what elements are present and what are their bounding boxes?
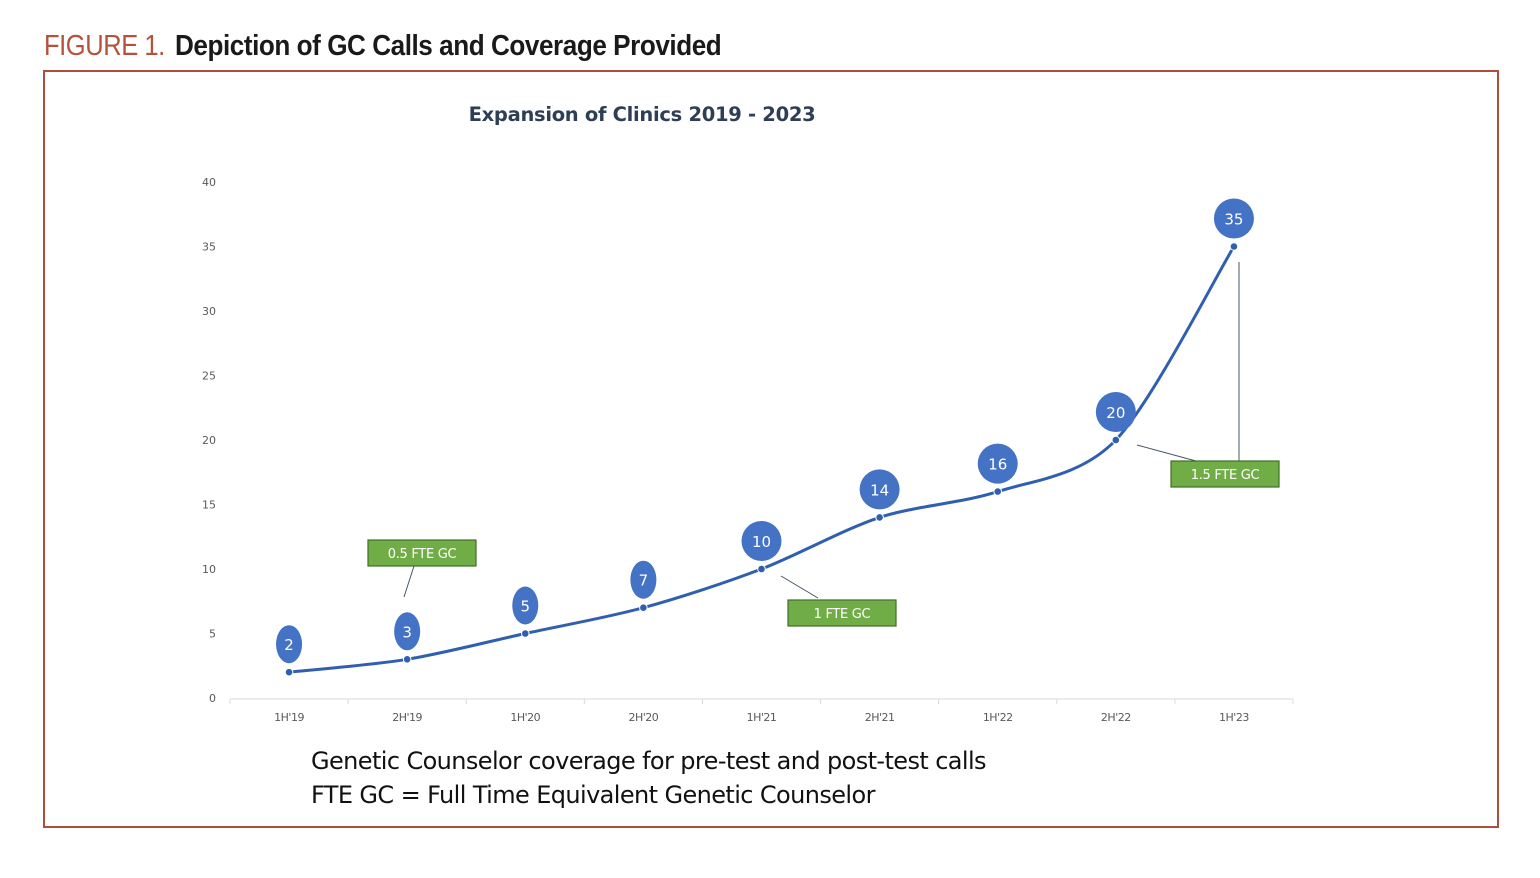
x-tick-label: 1H'22 (983, 711, 1013, 724)
data-label: 16 (977, 443, 1018, 484)
y-tick-label: 15 (202, 499, 216, 512)
callout-leader-line (1136, 444, 1197, 462)
data-label-bubble (741, 521, 782, 561)
data-label: 10 (741, 521, 782, 561)
y-tick-label: 20 (202, 434, 216, 447)
data-label: 20 (1095, 392, 1136, 432)
y-tick-label: 10 (202, 563, 216, 576)
callout-box (787, 599, 897, 627)
chart-title: Expansion of Clinics 2019 - 2023 (469, 103, 816, 126)
data-label-text: 16 (988, 456, 1007, 474)
callout: 1.5 FTE GC (1170, 460, 1280, 488)
data-point (402, 655, 412, 664)
y-tick-label: 35 (202, 241, 216, 254)
data-label: 3 (394, 612, 421, 651)
data-point (875, 513, 884, 522)
data-point (1111, 435, 1121, 445)
data-label-text: 14 (870, 481, 889, 499)
data-label-bubble (512, 586, 539, 625)
data-label-text: 7 (639, 572, 649, 590)
figure-title: Depiction of GC Calls and Coverage Provi… (174, 30, 722, 62)
x-tick-label: 1H'21 (747, 711, 777, 724)
y-tick-label: 40 (202, 176, 216, 189)
data-label: 7 (630, 560, 657, 599)
callout: 1 FTE GC (787, 599, 897, 627)
x-tick-label: 2H'20 (628, 711, 658, 724)
data-label-text: 10 (752, 533, 771, 551)
callout: 0.5 FTE GC (367, 539, 477, 567)
data-label-text: 20 (1106, 404, 1125, 422)
y-axis: 0 5 10 15 20 25 30 35 40 (202, 176, 216, 705)
x-tick-label: 1H'23 (1219, 711, 1249, 724)
data-label-text: 5 (521, 598, 531, 616)
data-label-bubble (1095, 392, 1136, 432)
caption-line-1: Genetic Counselor coverage for pre-test … (311, 747, 987, 775)
caption-line-2: FTE GC = Full Time Equivalent Genetic Co… (311, 781, 875, 809)
data-point (1229, 242, 1239, 251)
x-tick-label: 2H'22 (1101, 711, 1131, 724)
x-axis: 1H'19 2H'19 1H'20 2H'20 1H'21 2H'21 1H'22 2H'22… (229, 698, 1294, 724)
callout-leader-lines (403, 262, 1240, 599)
figure-label: FIGURE 1. (44, 30, 165, 62)
callout-leader-line (403, 565, 415, 598)
data-label-bubble (276, 625, 303, 664)
callout-leader-line (780, 575, 819, 599)
data-label-bubble (977, 443, 1018, 484)
data-point (284, 667, 294, 677)
callout-box (1170, 460, 1280, 488)
data-label-text: 3 (402, 623, 412, 641)
data-label-text: 35 (1224, 211, 1243, 229)
y-tick-label: 25 (202, 370, 216, 383)
x-tick-label: 1H'19 (274, 711, 304, 724)
x-tick-label: 2H'19 (392, 711, 422, 724)
figure-heading: FIGURE 1. Depiction of GC Calls and Cove… (44, 28, 782, 64)
callout-text: 1.5 FTE GC (1191, 468, 1260, 483)
callout-text: 1 FTE GC (814, 607, 871, 622)
y-tick-label: 0 (209, 692, 216, 705)
data-label-bubble (394, 612, 421, 651)
data-point (757, 564, 766, 574)
data-label-bubble (630, 560, 657, 599)
data-label: 35 (1213, 198, 1254, 239)
series-line (288, 245, 1236, 674)
x-tick-label: 2H'21 (865, 711, 895, 724)
y-tick-label: 5 (209, 628, 216, 641)
data-label: 14 (859, 469, 900, 510)
data-label: 2 (276, 625, 303, 664)
data-point (639, 603, 648, 613)
data-label: 5 (512, 586, 539, 625)
y-tick-label: 30 (202, 305, 216, 318)
data-label-text: 2 (284, 636, 294, 654)
data-label-bubble (859, 469, 900, 510)
figure-frame (43, 70, 1499, 828)
data-point (520, 629, 530, 638)
callouts: 0.5 FTE GC 1 FTE GC 1.5 FTE GC (367, 460, 1280, 627)
data-label-bubble (1213, 198, 1254, 239)
x-tick-label: 1H'20 (510, 711, 540, 724)
series-clinics (284, 242, 1239, 677)
callout-text: 0.5 FTE GC (388, 547, 457, 562)
data-point (993, 487, 1003, 496)
callout-box (367, 539, 477, 567)
